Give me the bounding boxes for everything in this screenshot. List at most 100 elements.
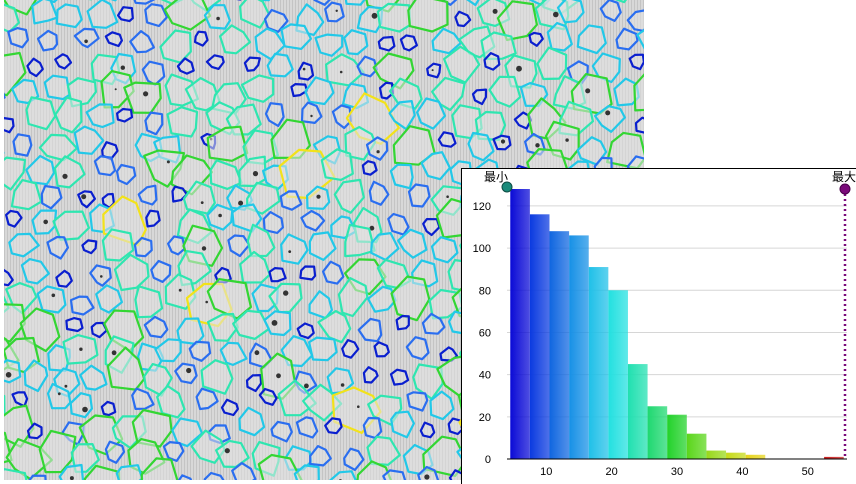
grain xyxy=(431,27,462,55)
grain xyxy=(25,154,56,186)
grain xyxy=(65,317,84,333)
grain xyxy=(416,97,447,130)
grain xyxy=(4,209,23,228)
grain xyxy=(263,310,292,337)
grain xyxy=(40,184,63,210)
grain xyxy=(322,260,345,285)
pore xyxy=(69,476,74,480)
pore xyxy=(302,67,306,71)
pore xyxy=(5,372,12,378)
min-marker xyxy=(501,181,513,193)
y-tick-label: 20 xyxy=(479,412,491,424)
grain xyxy=(46,235,70,260)
pore xyxy=(166,160,170,164)
grain xyxy=(26,57,44,78)
grain xyxy=(52,210,91,241)
grain xyxy=(116,6,134,23)
grain xyxy=(195,387,219,411)
grain xyxy=(366,435,401,466)
pore xyxy=(339,70,343,74)
grain xyxy=(356,55,378,78)
pore xyxy=(114,88,117,91)
grain xyxy=(55,3,83,29)
pore xyxy=(424,474,430,480)
grain xyxy=(376,2,412,33)
grain xyxy=(8,232,40,258)
grain xyxy=(389,368,410,386)
pore xyxy=(205,300,208,304)
grain xyxy=(280,233,309,265)
max-marker-label: 最大 xyxy=(832,170,856,184)
grain xyxy=(591,52,621,84)
grain xyxy=(344,0,366,6)
grain xyxy=(300,209,326,232)
grain xyxy=(184,76,222,112)
grain xyxy=(367,285,397,313)
grain xyxy=(399,34,418,52)
grain xyxy=(20,258,51,285)
pore xyxy=(516,65,522,72)
grain xyxy=(536,46,568,81)
pore xyxy=(376,150,380,154)
grain xyxy=(144,3,168,28)
grain xyxy=(219,24,252,55)
grain xyxy=(270,420,293,443)
pore xyxy=(64,384,68,388)
grain xyxy=(426,62,442,79)
grain xyxy=(390,275,431,322)
grain xyxy=(636,28,644,50)
grain xyxy=(357,317,383,343)
grain xyxy=(100,400,117,417)
grain xyxy=(528,31,544,47)
pore xyxy=(51,293,56,298)
histogram-bar xyxy=(529,214,550,459)
grain xyxy=(232,309,271,340)
histogram-bar xyxy=(706,450,727,459)
grain xyxy=(304,76,335,106)
grain xyxy=(309,445,332,467)
grain xyxy=(95,284,124,314)
grain xyxy=(280,335,314,368)
grain xyxy=(93,155,117,177)
grain xyxy=(480,31,517,61)
grain xyxy=(240,74,275,103)
grain xyxy=(4,467,28,480)
grain xyxy=(634,116,644,134)
grain xyxy=(264,102,285,128)
grain xyxy=(633,73,644,112)
grain xyxy=(31,0,59,25)
pore xyxy=(288,250,292,254)
histogram-bar xyxy=(549,231,570,459)
x-tick-label: 40 xyxy=(736,466,748,478)
grain xyxy=(258,387,278,406)
grain xyxy=(263,8,289,33)
grain xyxy=(131,387,155,410)
grain xyxy=(430,236,459,264)
pore xyxy=(310,114,313,118)
pore xyxy=(200,201,204,205)
histogram-bar xyxy=(608,290,628,459)
grain xyxy=(628,53,644,71)
histogram-plot: 0 20 40 60 80 100 120 10 20 30 40 50 xyxy=(473,181,851,478)
grain xyxy=(239,250,271,284)
grain xyxy=(104,440,126,464)
grain xyxy=(420,151,451,181)
grain xyxy=(156,384,186,419)
grain xyxy=(171,185,188,203)
grain xyxy=(36,29,59,52)
grain xyxy=(429,390,455,421)
grain xyxy=(390,410,415,439)
grain xyxy=(599,0,622,22)
grain xyxy=(302,383,343,422)
grain xyxy=(343,447,365,471)
grain xyxy=(100,69,135,109)
grain xyxy=(54,96,83,134)
grain xyxy=(145,209,161,228)
x-tick-label: 30 xyxy=(671,466,683,478)
pore xyxy=(338,479,342,480)
grain xyxy=(333,178,365,214)
histogram-bar xyxy=(667,414,687,459)
grain-size-histogram[interactable]: 0 20 40 60 80 100 120 10 20 30 40 50 最小 最大 xyxy=(461,168,856,484)
grain xyxy=(615,27,639,51)
